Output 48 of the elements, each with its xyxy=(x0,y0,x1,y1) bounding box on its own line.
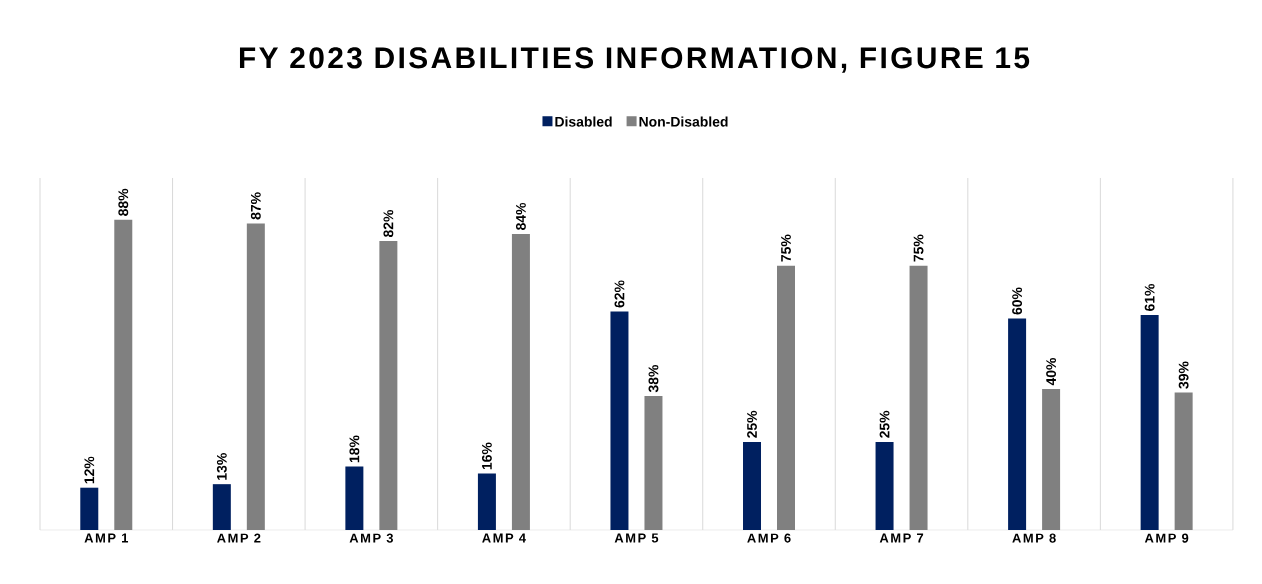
data-label: 75% xyxy=(781,234,791,262)
x-tick-label: AMP 1 xyxy=(84,533,129,543)
data-label: 16% xyxy=(481,442,492,470)
data-label: 88% xyxy=(118,188,129,216)
bar xyxy=(114,219,133,530)
bar xyxy=(246,223,265,530)
bar xyxy=(743,441,762,530)
data-label: 60% xyxy=(1012,287,1023,315)
data-label: 39% xyxy=(1178,361,1189,389)
bar xyxy=(644,396,663,530)
bar xyxy=(511,233,530,530)
bar xyxy=(1008,318,1027,530)
bar xyxy=(212,484,231,530)
data-label: 75% xyxy=(913,234,924,262)
data-label: 38% xyxy=(648,365,659,393)
x-tick-label: AMP 3 xyxy=(349,533,394,543)
bar xyxy=(379,241,398,530)
data-label: 61% xyxy=(1144,283,1155,311)
data-label: 62% xyxy=(614,280,625,308)
x-tick-label: AMP 9 xyxy=(1144,533,1189,543)
bar xyxy=(909,265,928,530)
data-label: 82% xyxy=(383,209,394,238)
bar xyxy=(1174,392,1193,530)
data-label: 25% xyxy=(747,410,757,438)
data-label: 84% xyxy=(515,202,526,230)
x-tick-label: AMP 8 xyxy=(1012,533,1056,543)
x-tick-label: AMP 6 xyxy=(747,533,791,543)
data-label: 25% xyxy=(879,410,890,438)
bar xyxy=(477,473,496,530)
bar xyxy=(80,487,99,530)
chart-title: FY 2023 DISABILITIES INFORMATION, FIGURE 15 xyxy=(239,47,1030,73)
bar xyxy=(777,265,796,530)
data-label: 13% xyxy=(216,453,227,480)
data-label: 87% xyxy=(250,192,261,220)
bar xyxy=(875,441,894,530)
data-label: 12% xyxy=(84,456,95,484)
x-tick-label: AMP 7 xyxy=(879,533,924,543)
bar xyxy=(610,311,629,530)
legend-label: Non-Disabled xyxy=(639,116,728,127)
bar xyxy=(345,466,364,530)
x-tick-label: AMP 5 xyxy=(614,533,659,543)
data-label: 18% xyxy=(349,435,360,463)
bar xyxy=(1140,315,1159,530)
bar xyxy=(1042,389,1061,530)
x-tick-label: AMP 2 xyxy=(217,533,261,543)
data-label: 40% xyxy=(1046,357,1057,386)
x-tick-label: AMP 4 xyxy=(482,533,526,543)
legend-label: Disabled xyxy=(555,116,612,127)
